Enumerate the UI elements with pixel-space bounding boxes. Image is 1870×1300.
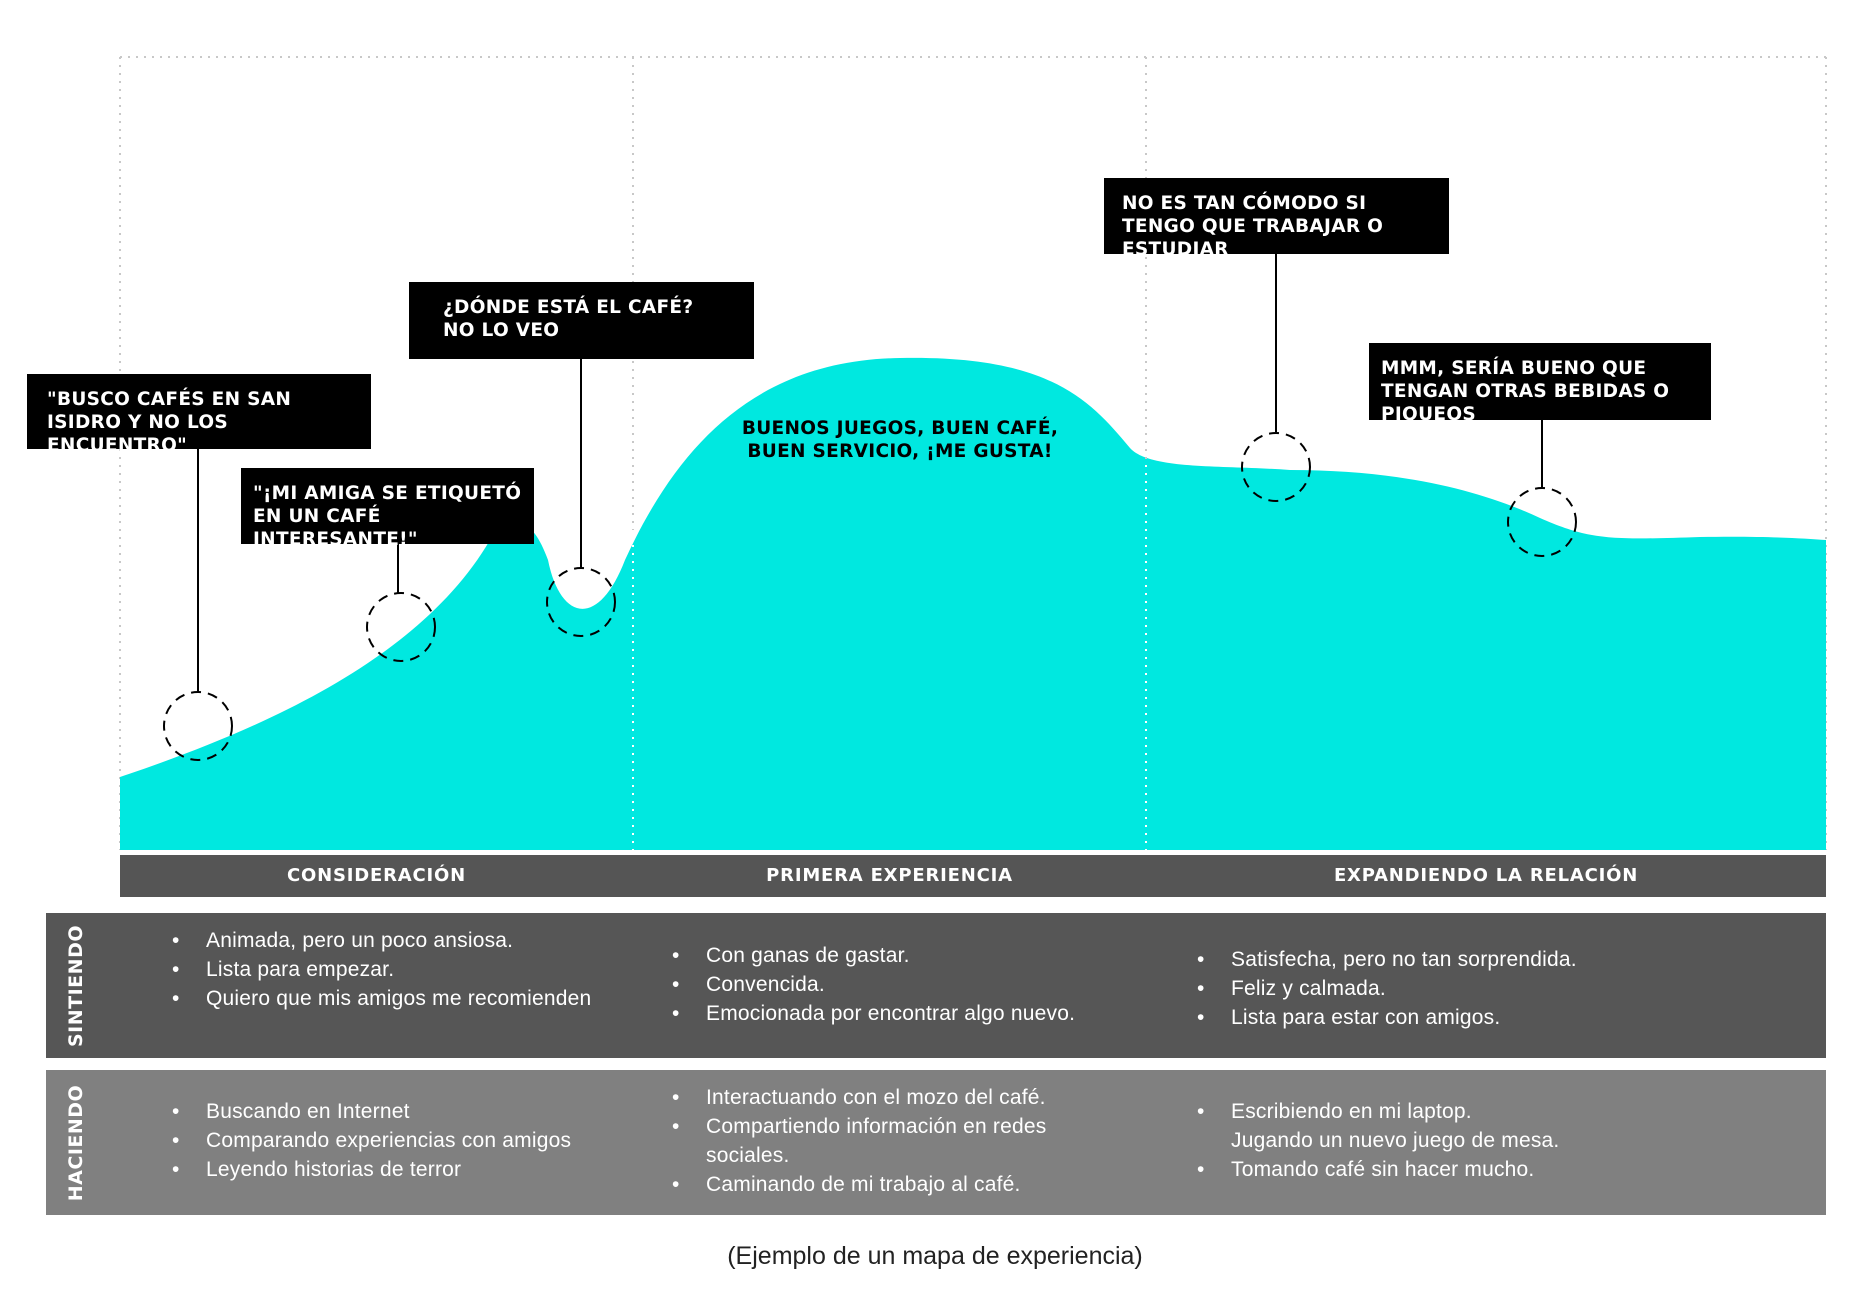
touchpoints [163,432,1577,761]
touchpoint-circle [1507,487,1577,557]
callout-text: "BUSCO CAFÉS EN SAN ISIDRO Y NO LOS ENCU… [47,389,292,456]
list-item-text: Lista para estar con amigos. [1231,1006,1501,1029]
list-item: Jugando un nuevo juego de mesa. [1193,1126,1693,1155]
doing-column-primera-experiencia: • Interactuando con el mozo del café. • Co… [668,1083,1088,1199]
list-item: • Interactuando con el mozo del café. [668,1083,1088,1112]
list-item: • Emocionada por encontrar algo nuevo. [668,999,1148,1028]
callout-text: "¡MI AMIGA SE ETIQUETÓ EN UN CAFÉ INTERE… [253,483,522,550]
bullet: • [1197,1006,1205,1029]
doing-column-expandiendo: • Escribiendo en mi laptop. Jugando un nu… [1193,1097,1693,1184]
experience-curve [120,357,1826,850]
list-item: • Convencida. [668,970,1148,999]
list-item: • Comparando experiencias con amigos [168,1126,638,1155]
list-item: • Leyendo historias de terror [168,1155,638,1184]
bullet: • [172,958,180,981]
bullet: • [1197,977,1205,1000]
list-item: • Tomando café sin hacer mucho. [1193,1155,1693,1184]
list-item: • Animada, pero un poco ansiosa. [168,926,638,955]
list-item-text: Feliz y calmada. [1231,977,1386,1000]
list-item-text: Caminando de mi trabajo al café. [706,1173,1021,1196]
stage-expandiendo-relacion: EXPANDIENDO LA RELACIÓN [1333,865,1639,886]
list-item-text: Jugando un nuevo juego de mesa. [1231,1129,1560,1152]
bullet: • [172,929,180,952]
list-item-text: Satisfecha, pero no tan sorprendida. [1231,948,1577,971]
list-item: • Caminando de mi trabajo al café. [668,1170,1088,1199]
feeling-column-expandiendo: • Satisfecha, pero no tan sorprendida. • F… [1193,945,1693,1032]
list-item-text: Leyendo historias de terror [206,1158,462,1181]
row-title-doing: HACIENDO [46,1070,106,1215]
peak-label-line: BUENOS JUEGOS, BUEN CAFÉ, [741,418,1059,439]
figure-caption: (Ejemplo de un mapa de experiencia) [727,1242,1143,1270]
list-item-text: Emocionada por encontrar algo nuevo. [706,1002,1076,1025]
list-item: • Lista para estar con amigos. [1193,1003,1693,1032]
callout-other-drinks: MMM, SERÍA BUENO QUE TENGAN OTRAS BEBIDA… [1369,343,1711,425]
feeling-column-consideracion: • Animada, pero un poco ansiosa. • Lista p… [168,926,638,1013]
list-item-text: Buscando en Internet [206,1100,410,1123]
row-title-text: HACIENDO [65,1084,87,1201]
doing-column-consideracion: • Buscando en Internet • Comparando experi… [168,1097,638,1184]
callout-friend-tagged: "¡MI AMIGA SE ETIQUETÓ EN UN CAFÉ INTERE… [241,468,534,550]
list-item: • Compartiendo información en redes socia… [668,1112,1088,1170]
list-item-text: Comparando experiencias con amigos [206,1129,572,1152]
stage-separators-top [632,57,1147,530]
list-item: • Escribiendo en mi laptop. [1193,1097,1693,1126]
stage-primera-experiencia: PRIMERA EXPERIENCIA [766,865,1013,886]
list-item-text: Interactuando con el mozo del café. [706,1086,1046,1109]
touchpoint-circle [163,691,233,761]
list-item-text: Lista para empezar. [206,958,395,981]
callout-text: MMM, SERÍA BUENO QUE TENGAN OTRAS BEBIDA… [1381,358,1670,425]
callout-text: ¿DÓNDE ESTÁ EL CAFÉ? NO LO VEO [443,297,694,341]
bullet: • [672,944,680,967]
row-title-feeling: SINTIENDO [46,913,106,1058]
list-item: • Lista para empezar. [168,955,638,984]
bullet: • [672,1115,680,1138]
bullet: • [1197,1158,1205,1181]
list-item: • Quiero que mis amigos me recomienden [168,984,638,1013]
bullet: • [1197,948,1205,971]
row-title-text: SINTIENDO [65,924,87,1047]
callout-connectors [197,253,1543,692]
feeling-row: SINTIENDO • Animada, pero un poco ansiosa… [46,913,1826,1058]
callout-where-is-cafe: ¿DÓNDE ESTÁ EL CAFÉ? NO LO VEO [409,282,754,359]
list-item: • Feliz y calmada. [1193,974,1693,1003]
touchpoint-circle [1241,432,1311,502]
bullet: • [672,973,680,996]
bullet: • [672,1086,680,1109]
touchpoint-circle [366,592,436,662]
stage-bar: CONSIDERACIÓN PRIMERA EXPERIENCIA EXPAND… [120,855,1826,897]
callout-not-comfortable: NO ES TAN CÓMODO SI TENGO QUE TRABAJAR O… [1104,178,1449,260]
bullet: • [172,1100,180,1123]
touchpoint-circle [546,567,616,637]
list-item-text: Quiero que mis amigos me recomienden [206,987,592,1010]
list-item-text: Escribiendo en mi laptop. [1231,1100,1472,1123]
list-item: • Con ganas de gastar. [668,941,1148,970]
list-item: • Satisfecha, pero no tan sorprendida. [1193,945,1693,974]
bullet: • [172,1158,180,1181]
list-item-text: Tomando café sin hacer mucho. [1231,1158,1535,1181]
list-item-text: Compartiendo información en redes social… [706,1115,1047,1167]
bullet: • [672,1002,680,1025]
callout-search-cafes: "BUSCO CAFÉS EN SAN ISIDRO Y NO LOS ENCU… [27,374,371,456]
doing-row: HACIENDO • Buscando en Internet • Comparan… [46,1070,1826,1215]
list-item-text: Con ganas de gastar. [706,944,910,967]
bullet: • [672,1173,680,1196]
list-item-text: Animada, pero un poco ansiosa. [206,929,514,952]
callout-text: NO ES TAN CÓMODO SI TENGO QUE TRABAJAR O… [1122,193,1384,260]
list-item-text: Convencida. [706,973,825,996]
bullet: • [172,987,180,1010]
peak-label: BUENOS JUEGOS, BUEN CAFÉ, BUEN SERVICIO,… [730,417,1070,463]
peak-label-line: BUEN SERVICIO, ¡ME GUSTA! [747,441,1053,462]
stage-consideracion: CONSIDERACIÓN [287,865,466,886]
bullet: • [1197,1100,1205,1123]
feeling-column-primera-experiencia: • Con ganas de gastar. • Convencida. • Emoc… [668,941,1148,1028]
bullet: • [172,1129,180,1152]
list-item: • Buscando en Internet [168,1097,638,1126]
